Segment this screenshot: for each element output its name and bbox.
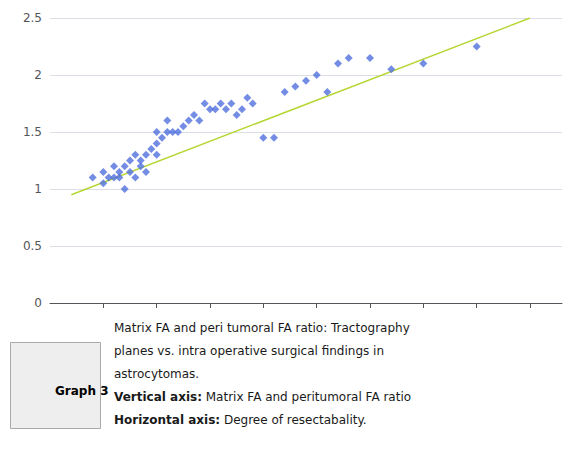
- svg-text:2: 2: [34, 68, 42, 82]
- svg-text:0: 0: [34, 296, 42, 310]
- svg-text:Vertical axis:: Vertical axis:: [114, 390, 202, 404]
- svg-text:1.5: 1.5: [23, 125, 42, 139]
- svg-text:Matrix FA and peri tumoral FA: Matrix FA and peri tumoral FA ratio: Tra…: [114, 321, 410, 335]
- svg-text:planes vs. intra operative sur: planes vs. intra operative surgical find…: [114, 344, 384, 358]
- svg-text:Degree of resectabality.: Degree of resectabality.: [220, 413, 367, 427]
- svg-text:Horizontal axis:: Horizontal axis:: [114, 413, 220, 427]
- svg-text:1: 1: [34, 182, 42, 196]
- svg-text:0.5: 0.5: [23, 239, 42, 253]
- svg-text:2.5: 2.5: [23, 11, 42, 25]
- svg-text:astrocytomas.: astrocytomas.: [114, 367, 199, 381]
- svg-text:Graph 3: Graph 3: [55, 384, 109, 398]
- svg-text:Matrix FA and peritumoral FA r: Matrix FA and peritumoral FA ratio: [202, 390, 411, 404]
